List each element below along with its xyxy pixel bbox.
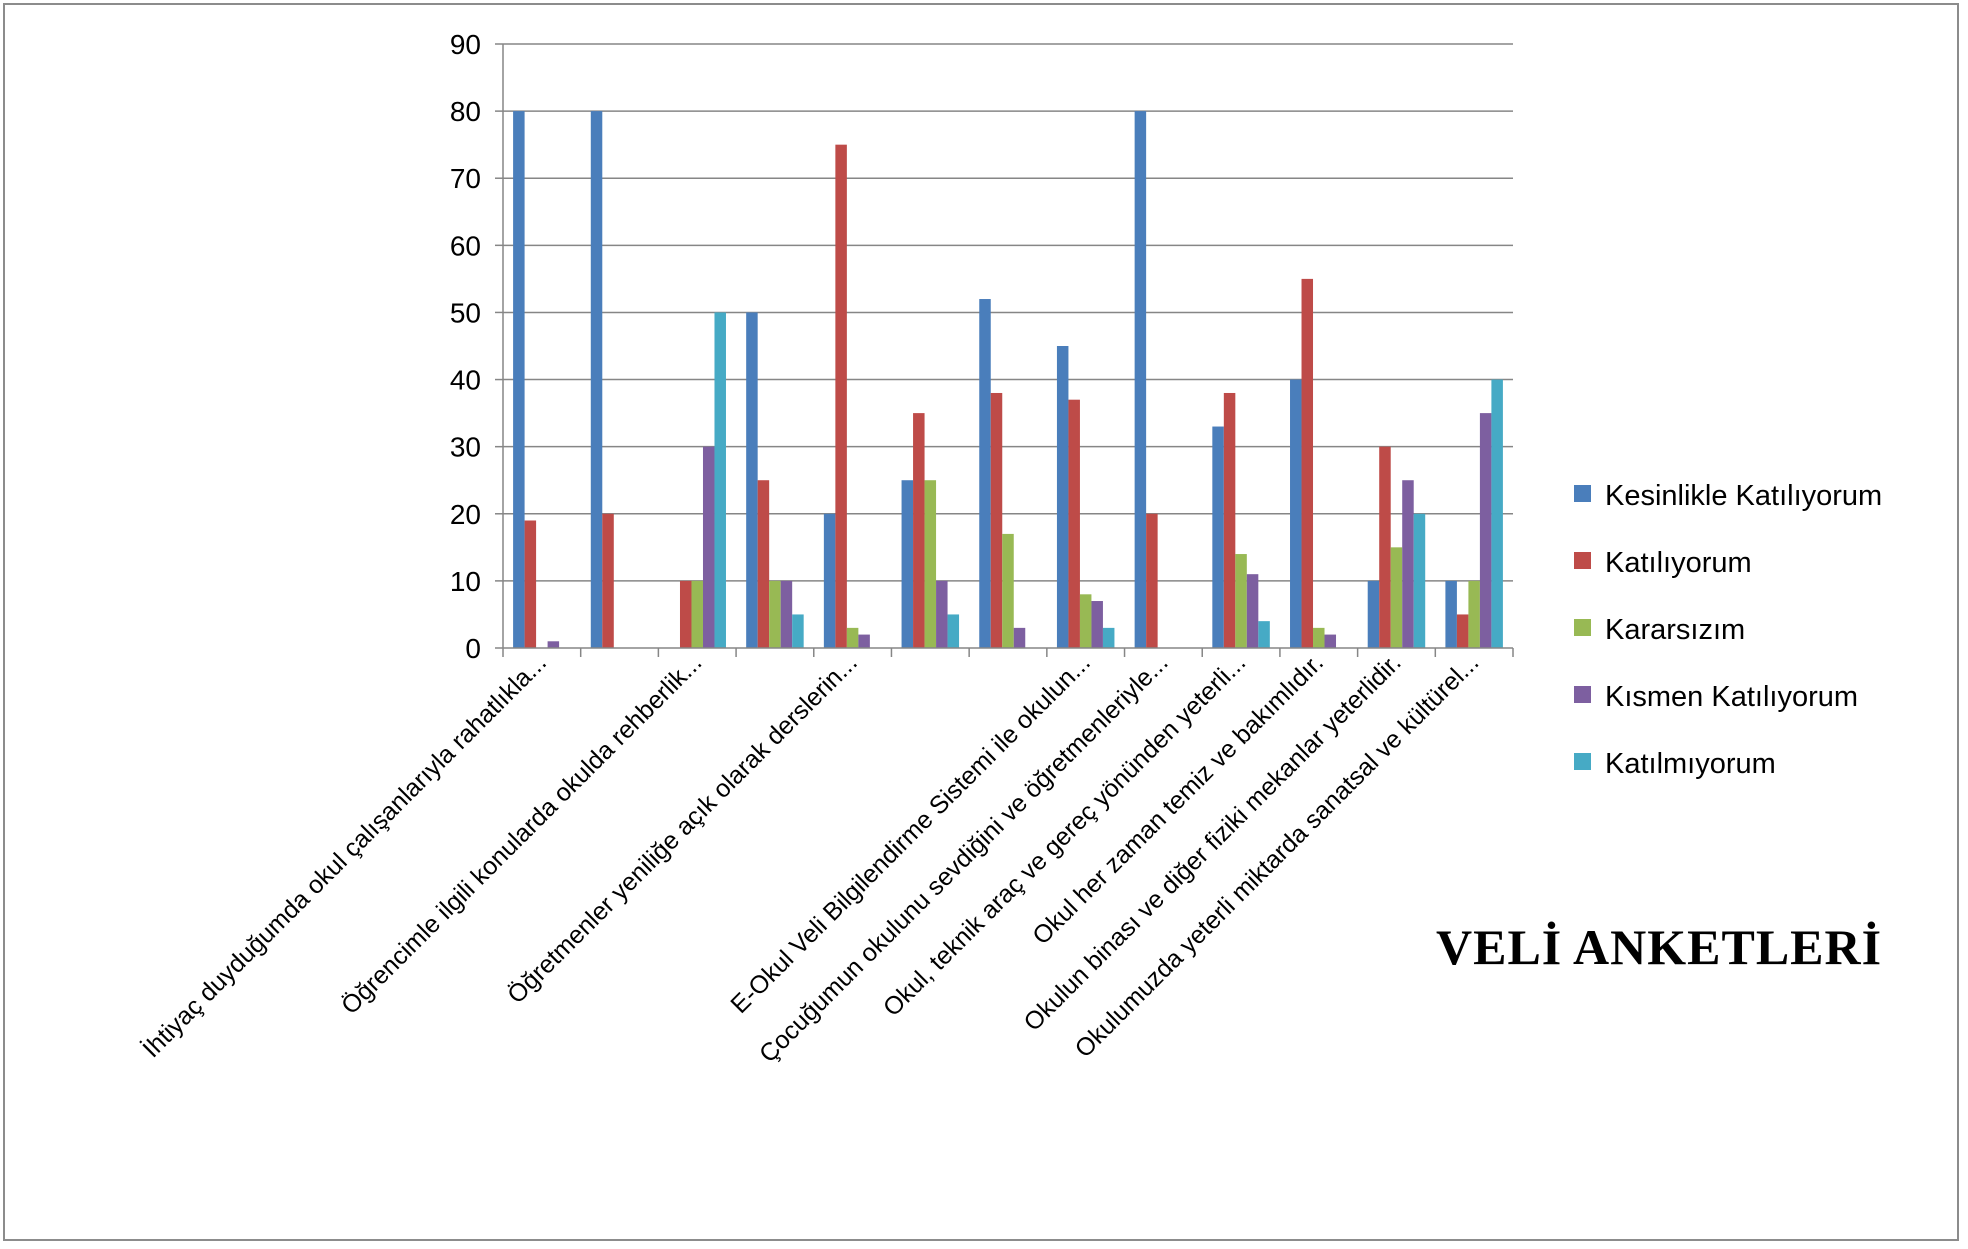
bar-4-4: [780, 580, 793, 648]
bar-4-7: [1013, 627, 1026, 648]
bar-5-8: [1102, 627, 1115, 648]
y-tick-label: 70: [450, 163, 481, 194]
bar-3-11: [1313, 627, 1325, 648]
bar-5-6: [947, 614, 960, 648]
bar-4-1: [547, 641, 560, 648]
bar-2-4: [757, 480, 770, 648]
bar-4-3: [702, 446, 715, 648]
y-tick-label: 90: [450, 29, 481, 60]
bar-2-3: [679, 580, 692, 648]
legend-swatch: [1574, 619, 1591, 636]
bar-2-12: [1379, 446, 1391, 648]
bar-5-10: [1258, 621, 1270, 648]
bar-1-1: [513, 111, 525, 649]
y-tick-label: 80: [450, 96, 481, 127]
bar-3-10: [1235, 554, 1247, 648]
bar-1-4: [746, 312, 758, 648]
bar-1-13: [1445, 580, 1457, 648]
legend-swatch: [1574, 552, 1591, 569]
bar-4-13: [1479, 413, 1492, 648]
legend-label: Kısmen Katılıyorum: [1605, 681, 1858, 713]
category-label: Okul her zaman temiz ve bakımlıdır.: [1027, 648, 1329, 950]
bar-2-8: [1068, 399, 1080, 648]
bars: [513, 111, 1503, 649]
bar-3-3: [691, 580, 703, 648]
bar-4-6: [936, 580, 948, 648]
y-tick-label: 20: [450, 499, 481, 530]
legend-label: Katılıyorum: [1605, 547, 1752, 579]
chart-title: VELİ ANKETLERİ: [1436, 919, 1883, 975]
bar-3-6: [924, 480, 937, 648]
bar-1-5: [823, 513, 836, 648]
bar-2-9: [1146, 513, 1158, 648]
bar-1-8: [1056, 346, 1069, 648]
legend-swatch: [1574, 753, 1591, 770]
bar-2-11: [1301, 278, 1314, 648]
y-tick-label: 60: [450, 230, 481, 261]
bar-4-5: [858, 634, 870, 648]
bar-4-12: [1402, 480, 1414, 648]
bar-2-7: [990, 392, 1003, 648]
axes: 0 10 20 30 40 50 60 70 80 90: [450, 29, 1514, 664]
legend: Kesinlikle Katılıyorum Katılıyorum Kararsı…: [1574, 480, 1882, 780]
bar-3-12: [1390, 547, 1403, 648]
gridlines: [503, 43, 1513, 582]
bar-4-11: [1324, 634, 1337, 648]
legend-swatch: [1574, 686, 1591, 703]
bar-1-9: [1134, 111, 1147, 649]
bar-5-4: [792, 614, 804, 648]
bar-5-12: [1413, 513, 1426, 648]
legend-swatch: [1574, 485, 1591, 502]
category-label: E-Okul Veli Bilgilendirme Sistemi ile ok…: [725, 648, 1096, 1019]
bar-4-10: [1246, 574, 1259, 648]
legend-label: Katılmıyorum: [1605, 748, 1776, 780]
bar-1-10: [1212, 426, 1224, 648]
bar-4-8: [1091, 601, 1103, 648]
bar-2-1: [524, 520, 537, 648]
bar-3-8: [1079, 594, 1092, 648]
y-tick-label: 40: [450, 365, 481, 396]
category-label: Öğrencimle ilgili konularda okulda rehbe…: [336, 648, 708, 1020]
bar-5-3: [714, 312, 726, 648]
bar-3-7: [1002, 533, 1014, 648]
legend-label: Kararsızım: [1605, 614, 1745, 646]
bar-3-4: [769, 580, 781, 648]
bar-5-13: [1491, 379, 1503, 648]
bar-1-2: [590, 111, 603, 649]
bar-1-12: [1367, 580, 1380, 648]
bar-3-13: [1468, 580, 1480, 648]
bar-2-5: [835, 144, 847, 648]
category-label: Okul, teknik araç ve gereç yönünden yete…: [878, 648, 1252, 1022]
y-tick-label: 10: [450, 566, 481, 597]
legend-label: Kesinlikle Katılıyorum: [1605, 480, 1882, 512]
y-tick-label: 30: [450, 432, 481, 463]
bar-2-6: [913, 413, 925, 648]
bar-1-6: [901, 480, 914, 648]
y-tick-label: 50: [450, 297, 481, 328]
bar-2-13: [1456, 614, 1469, 648]
bar-2-10: [1223, 392, 1236, 648]
y-tick-label: 0: [465, 633, 481, 664]
bar-3-5: [846, 627, 859, 648]
bar-2-2: [602, 513, 614, 648]
bar-1-7: [979, 299, 991, 648]
category-labels: İhtiyaç duyduğumda okul çalışanlarıyla r…: [137, 648, 1485, 1068]
bar-1-11: [1290, 379, 1302, 648]
